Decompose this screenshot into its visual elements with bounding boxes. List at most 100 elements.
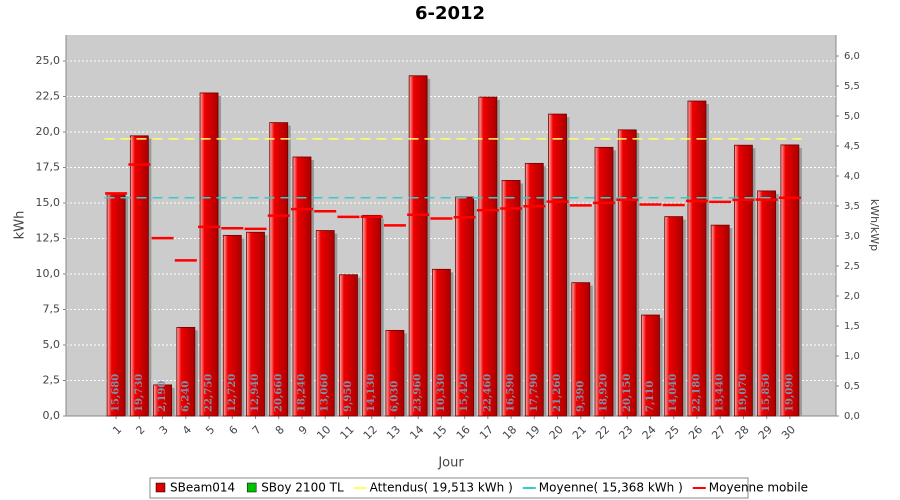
- value-label: 10,330: [436, 374, 447, 412]
- bar: [315, 230, 335, 417]
- y2-tick-label: 2,5: [844, 261, 860, 272]
- y-tick-label: 7,5: [43, 302, 61, 315]
- x-tick-label: 7: [250, 423, 264, 437]
- value-label: 2,190: [157, 381, 168, 412]
- y-tick-label: 0,0: [43, 409, 61, 422]
- bar: [153, 384, 172, 417]
- value-label: 22,460: [482, 374, 493, 412]
- x-tick-label: 23: [616, 423, 635, 442]
- value-label: 20,660: [273, 374, 284, 412]
- x-tick-label: 21: [570, 423, 589, 442]
- x-tick-label: 11: [338, 423, 357, 442]
- x-tick-label: 16: [454, 423, 473, 442]
- y2-tick-label: 1,5: [844, 321, 860, 332]
- x-tick-label: 29: [756, 423, 775, 442]
- y-tick-label: 15,0: [36, 196, 61, 209]
- bar: [571, 282, 591, 417]
- y-tick-label: 5,0: [43, 338, 61, 351]
- x-tick-label: 4: [180, 423, 194, 437]
- bar: [780, 144, 800, 417]
- bar: [757, 190, 777, 417]
- y-tick-label: 10,0: [36, 267, 61, 280]
- y2-tick-label: 1,0: [844, 351, 860, 362]
- y2-tick-label: 4,5: [844, 141, 860, 152]
- value-label: 6,030: [389, 381, 400, 412]
- value-label: 22,750: [204, 374, 215, 412]
- legend-swatch: [155, 482, 166, 493]
- value-label: 7,110: [645, 381, 656, 412]
- x-tick-label: 30: [779, 423, 798, 442]
- bar: [664, 216, 684, 417]
- bar: [548, 113, 567, 417]
- value-label: 22,180: [691, 374, 702, 412]
- value-label: 12,940: [250, 374, 261, 412]
- y2-axis-title: kWh/kWp: [868, 199, 881, 251]
- bar: [478, 96, 498, 417]
- x-tick-label: 27: [709, 423, 728, 442]
- bar: [176, 326, 196, 417]
- y2-tick-label: 3,0: [844, 231, 860, 242]
- y2-tick-label: 5,0: [844, 111, 860, 122]
- legend-swatch: [246, 482, 257, 493]
- value-label: 17,790: [529, 374, 540, 412]
- bar: [594, 146, 614, 417]
- legend: [149, 477, 749, 499]
- value-label: 18,920: [599, 374, 610, 412]
- x-tick-label: 14: [407, 423, 426, 442]
- value-label: 16,590: [506, 374, 517, 412]
- bar: [129, 135, 149, 417]
- y-tick-label: 20,0: [36, 125, 61, 138]
- x-tick-label: 28: [733, 423, 752, 442]
- x-tick-label: 24: [640, 423, 659, 442]
- bar: [199, 92, 219, 417]
- value-label: 15,850: [761, 374, 772, 412]
- legend-label: Moyenne mobile: [709, 481, 808, 495]
- x-tick-label: 22: [593, 423, 612, 442]
- value-label: 19,090: [784, 374, 795, 412]
- x-tick-label: 20: [547, 423, 566, 442]
- legend-label: SBeam014: [170, 481, 235, 495]
- x-tick-label: 25: [663, 423, 682, 442]
- x-axis-title: Jour: [437, 456, 464, 471]
- value-label: 18,240: [296, 374, 307, 412]
- value-label: 21,260: [552, 374, 563, 412]
- value-label: 13,440: [715, 374, 726, 412]
- legend-label: SBoy 2100 TL: [261, 481, 344, 495]
- bar: [292, 156, 312, 417]
- bar: [339, 274, 358, 417]
- bar: [687, 100, 707, 417]
- value-label: 15,680: [111, 374, 122, 412]
- legend-label: Moyenne( 15,368 kWh ): [539, 481, 683, 495]
- bar: [246, 231, 265, 417]
- y2-tick-label: 0,5: [844, 381, 860, 392]
- y-tick-label: 2,5: [43, 373, 61, 386]
- y2-tick-label: 4,0: [844, 171, 860, 182]
- legend-label: Attendus( 19,513 kWh ): [370, 481, 513, 495]
- bar: [269, 122, 289, 417]
- value-label: 12,720: [227, 374, 238, 412]
- x-tick-label: 10: [314, 423, 333, 442]
- value-label: 20,150: [622, 374, 633, 412]
- value-label: 9,390: [575, 381, 586, 412]
- x-tick-label: 1: [110, 423, 124, 437]
- y-tick-label: 22,5: [36, 89, 61, 102]
- value-label: 23,960: [413, 374, 424, 412]
- x-tick-label: 5: [203, 423, 217, 437]
- value-label: 14,130: [366, 374, 377, 412]
- x-tick-label: 3: [157, 423, 171, 437]
- value-label: 19,730: [134, 374, 145, 412]
- y2-tick-label: 6,0: [844, 51, 860, 62]
- bar: [501, 180, 521, 417]
- y2-tick-label: 3,5: [844, 201, 860, 212]
- value-label: 15,420: [459, 374, 470, 412]
- x-tick-label: 2: [133, 423, 147, 437]
- bar: [734, 144, 753, 417]
- bar: [385, 329, 405, 417]
- x-tick-label: 19: [523, 423, 542, 442]
- bar: [362, 214, 382, 417]
- bar: [222, 234, 242, 417]
- value-label: 13,060: [320, 374, 331, 412]
- bar: [408, 75, 428, 417]
- x-tick-label: 18: [500, 423, 519, 442]
